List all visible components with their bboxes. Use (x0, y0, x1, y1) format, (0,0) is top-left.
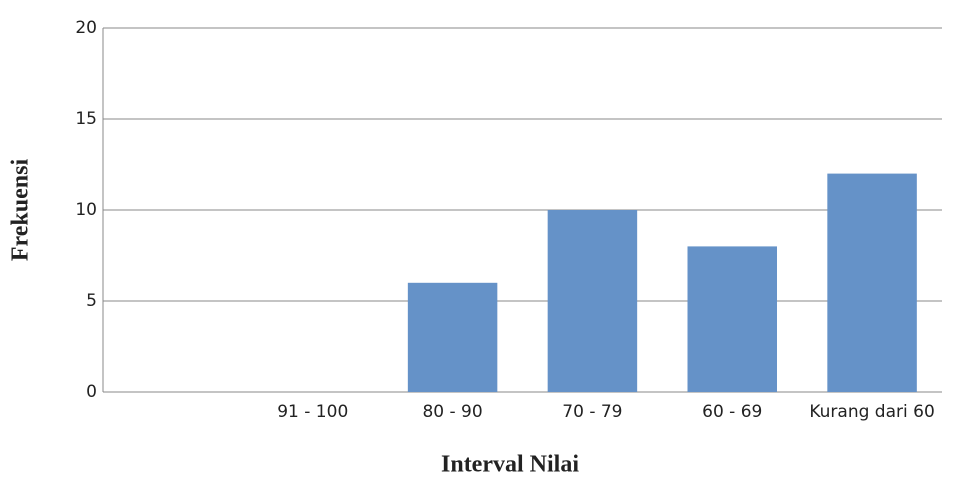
bar (407, 282, 498, 392)
y-tick-label: 15 (75, 109, 97, 129)
y-tick-label: 5 (86, 291, 97, 311)
bar (547, 210, 638, 392)
x-axis-title: Interval Nilai (441, 452, 579, 477)
y-tick-label: 10 (75, 200, 97, 220)
y-tick-label: 0 (86, 382, 97, 402)
x-tick-label: 80 - 90 (422, 402, 482, 422)
x-tick-label: Kurang dari 60 (809, 402, 934, 422)
bar (827, 173, 917, 392)
bar (687, 246, 777, 392)
y-axis-title: Frekuensi (8, 159, 34, 262)
x-tick-label: 91 - 100 (277, 402, 348, 422)
y-tick-label: 20 (75, 18, 97, 38)
x-tick-label: 70 - 79 (562, 402, 622, 422)
x-tick-label: 60 - 69 (702, 402, 762, 422)
